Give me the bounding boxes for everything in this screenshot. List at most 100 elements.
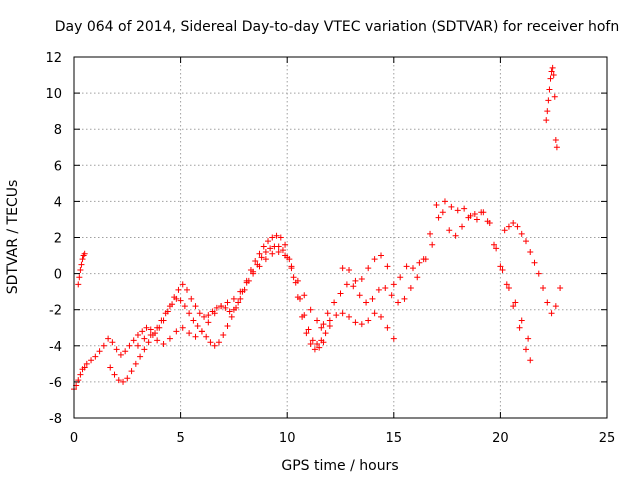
data-point: [294, 277, 301, 284]
x-tick-label: 15: [386, 431, 403, 446]
data-point: [510, 303, 517, 310]
data-point: [322, 330, 329, 337]
data-point: [365, 317, 372, 324]
data-point: [501, 227, 508, 234]
data-point: [454, 207, 461, 214]
data-point: [179, 281, 186, 288]
data-point: [527, 357, 534, 364]
data-point: [260, 243, 267, 250]
data-point: [397, 274, 404, 281]
data-point: [499, 266, 506, 273]
data-point: [544, 108, 551, 115]
data-point: [550, 72, 557, 79]
data-point: [120, 378, 127, 385]
data-point: [115, 377, 122, 384]
data-point: [333, 312, 340, 319]
y-tick-label: -8: [49, 412, 62, 427]
data-point: [179, 324, 186, 331]
data-point: [553, 144, 560, 151]
data-point: [441, 198, 448, 205]
data-point: [429, 241, 436, 248]
data-point: [522, 238, 529, 245]
data-point: [378, 252, 385, 259]
data-point: [113, 346, 120, 353]
data-point: [378, 313, 385, 320]
data-point: [480, 209, 487, 216]
data-point: [262, 248, 269, 255]
data-point: [403, 263, 410, 270]
data-point: [307, 340, 314, 347]
data-point: [243, 279, 250, 286]
data-point: [77, 266, 84, 273]
data-point: [143, 324, 150, 331]
data-point: [137, 353, 144, 360]
data-point: [343, 281, 350, 288]
data-point: [111, 371, 118, 378]
data-point: [230, 306, 237, 313]
data-point: [301, 292, 308, 299]
data-point: [235, 299, 242, 306]
data-point: [186, 330, 193, 337]
data-point: [177, 297, 184, 304]
data-point: [147, 331, 154, 338]
data-point: [132, 360, 139, 367]
data-point: [145, 339, 152, 346]
series-track-d: [318, 202, 534, 364]
data-point: [290, 274, 297, 281]
data-point: [435, 214, 442, 221]
data-point: [305, 326, 312, 333]
data-point: [375, 286, 382, 293]
data-point: [467, 212, 474, 219]
data-point: [337, 290, 344, 297]
data-point: [350, 283, 357, 290]
data-point: [273, 232, 280, 239]
data-point: [545, 97, 552, 104]
data-point: [548, 68, 555, 75]
y-tick-label: 10: [45, 87, 62, 102]
data-point: [282, 241, 289, 248]
x-tick-label: 0: [70, 431, 78, 446]
data-point: [166, 303, 173, 310]
data-point: [188, 295, 195, 302]
data-point: [409, 265, 416, 272]
data-point: [486, 220, 493, 227]
chart-title: Day 064 of 2014, Sidereal Day-to-day VTE…: [55, 19, 619, 35]
data-point: [265, 238, 272, 245]
data-point: [213, 304, 220, 311]
data-point: [390, 335, 397, 342]
data-point: [307, 306, 314, 313]
data-point: [346, 266, 353, 273]
data-point: [228, 313, 235, 320]
data-point: [81, 364, 88, 371]
x-tick-label: 25: [599, 431, 616, 446]
series-track-c: [134, 248, 397, 349]
data-point: [395, 299, 402, 306]
data-point: [531, 259, 538, 266]
data-point: [171, 294, 178, 301]
data-point: [105, 335, 112, 342]
data-point: [314, 317, 321, 324]
data-point: [256, 250, 263, 257]
data-point: [497, 263, 504, 270]
data-point: [100, 342, 107, 349]
data-point: [518, 230, 525, 237]
data-point: [510, 220, 517, 227]
data-point: [505, 285, 512, 292]
data-point: [122, 348, 129, 355]
data-point: [473, 216, 480, 223]
data-point: [237, 295, 244, 302]
y-tick-label: 6: [54, 159, 62, 174]
data-point: [96, 348, 103, 355]
y-tick-label: 8: [54, 123, 62, 138]
data-point: [512, 299, 519, 306]
data-point: [546, 86, 553, 93]
data-point: [262, 256, 269, 263]
data-point: [126, 342, 133, 349]
data-point: [175, 286, 182, 293]
data-point: [535, 270, 542, 277]
data-point: [551, 93, 558, 100]
data-point: [388, 292, 395, 299]
data-point: [318, 324, 325, 331]
data-point: [384, 324, 391, 331]
